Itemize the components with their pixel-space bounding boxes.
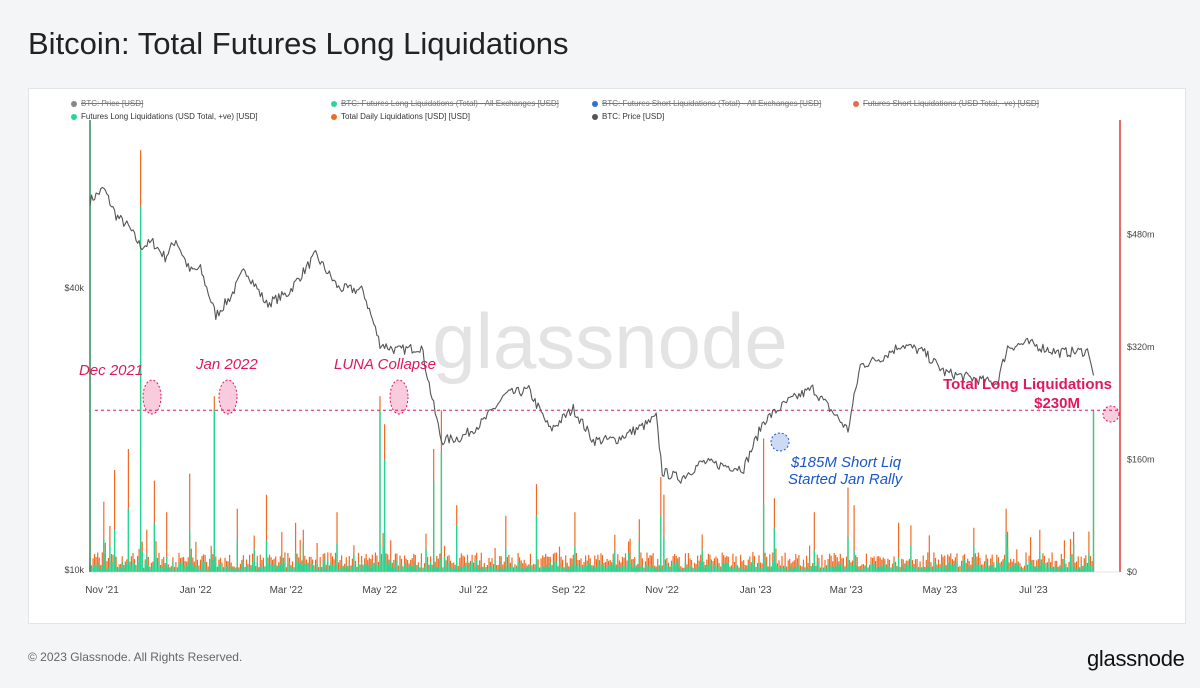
page-title: Bitcoin: Total Futures Long Liquidations — [28, 26, 569, 61]
x-tick-label: May '23 — [922, 585, 957, 596]
x-tick-label: Mar '22 — [270, 585, 303, 596]
x-tick-label: Jan '23 — [740, 585, 772, 596]
highlight-dec2021 — [142, 379, 162, 415]
right-tick-label: $320m — [1127, 342, 1155, 352]
right-tick-label: $0 — [1127, 567, 1137, 577]
legend-dot-icon — [331, 100, 337, 107]
annotation-jan-rally: Started Jan Rally — [788, 471, 904, 488]
legend-item-total-liq[interactable]: Total Daily Liquidations [USD] [USD] — [331, 112, 470, 121]
x-tick-label: Mar '23 — [830, 585, 863, 596]
highlight-aug2023 — [1102, 405, 1120, 423]
glassnode-logo[interactable]: glassnode — [1087, 646, 1185, 671]
annotation-total-long-title: Total Long Liquidations — [943, 376, 1112, 393]
x-tick-label: Jul '23 — [1019, 585, 1048, 596]
legend-dot-icon — [592, 113, 598, 120]
left-axis-ticks: $10k $40k — [64, 283, 84, 575]
legend-item-price[interactable]: BTC: Price [USD] — [592, 112, 664, 121]
highlight-luna — [389, 379, 409, 415]
annotation-short-liq: $185M Short Liq — [790, 454, 902, 471]
legend-item-short-liq-ve-disabled[interactable]: Futures Short Liquidations (USD Total, -… — [853, 99, 1039, 108]
chart-card: BTC: Price [USD] BTC: Futures Long Liqui… — [28, 88, 1186, 624]
right-axis-ticks: $0 $160m $320m $480m — [1127, 230, 1155, 578]
annotation-dec2021: Dec 2021 — [79, 362, 143, 379]
x-tick-label: May '22 — [362, 585, 397, 596]
x-tick-label: Sep '22 — [552, 585, 586, 596]
highlight-jan2022 — [218, 379, 238, 415]
x-tick-label: Nov '22 — [645, 585, 679, 596]
x-tick-label: Jan '22 — [180, 585, 212, 596]
legend-dot-icon — [71, 113, 77, 120]
right-tick-label: $160m — [1127, 455, 1155, 465]
x-axis-ticks: Nov '21 Jan '22 Mar '22 May '22 Jul '22 Sep '… — [85, 585, 1048, 596]
footer-copyright: © 2023 Glassnode. All Rights Reserved. — [28, 650, 243, 664]
legend-dot-icon — [592, 100, 598, 107]
legend-dot-icon — [331, 113, 337, 120]
annotation-total-long-value: $230M — [1034, 395, 1080, 412]
legend-item-price-disabled[interactable]: BTC: Price [USD] — [71, 99, 143, 108]
right-tick-label: $480m — [1127, 230, 1155, 240]
legend-dot-icon — [71, 100, 77, 107]
left-tick-label: $40k — [64, 283, 84, 293]
highlight-jan2023-short — [770, 432, 790, 452]
legend-dot-icon — [853, 100, 859, 107]
btc-price-line — [89, 186, 1095, 484]
annotation-jan2022: Jan 2022 — [195, 356, 258, 373]
long-liquidation-bars — [89, 206, 1095, 572]
legend-item-long-liq-total-disabled[interactable]: BTC: Futures Long Liquidations (Total) -… — [331, 99, 559, 108]
x-tick-label: Nov '21 — [85, 585, 119, 596]
annotation-luna: LUNA Collapse — [334, 356, 436, 373]
watermark: glassnode — [432, 297, 788, 385]
left-tick-label: $10k — [64, 565, 84, 575]
legend-item-short-liq-total-disabled[interactable]: BTC: Futures Short Liquidations (Total) … — [592, 99, 821, 108]
x-tick-label: Jul '22 — [459, 585, 488, 596]
legend-item-long-liq[interactable]: Futures Long Liquidations (USD Total, +v… — [71, 112, 258, 121]
